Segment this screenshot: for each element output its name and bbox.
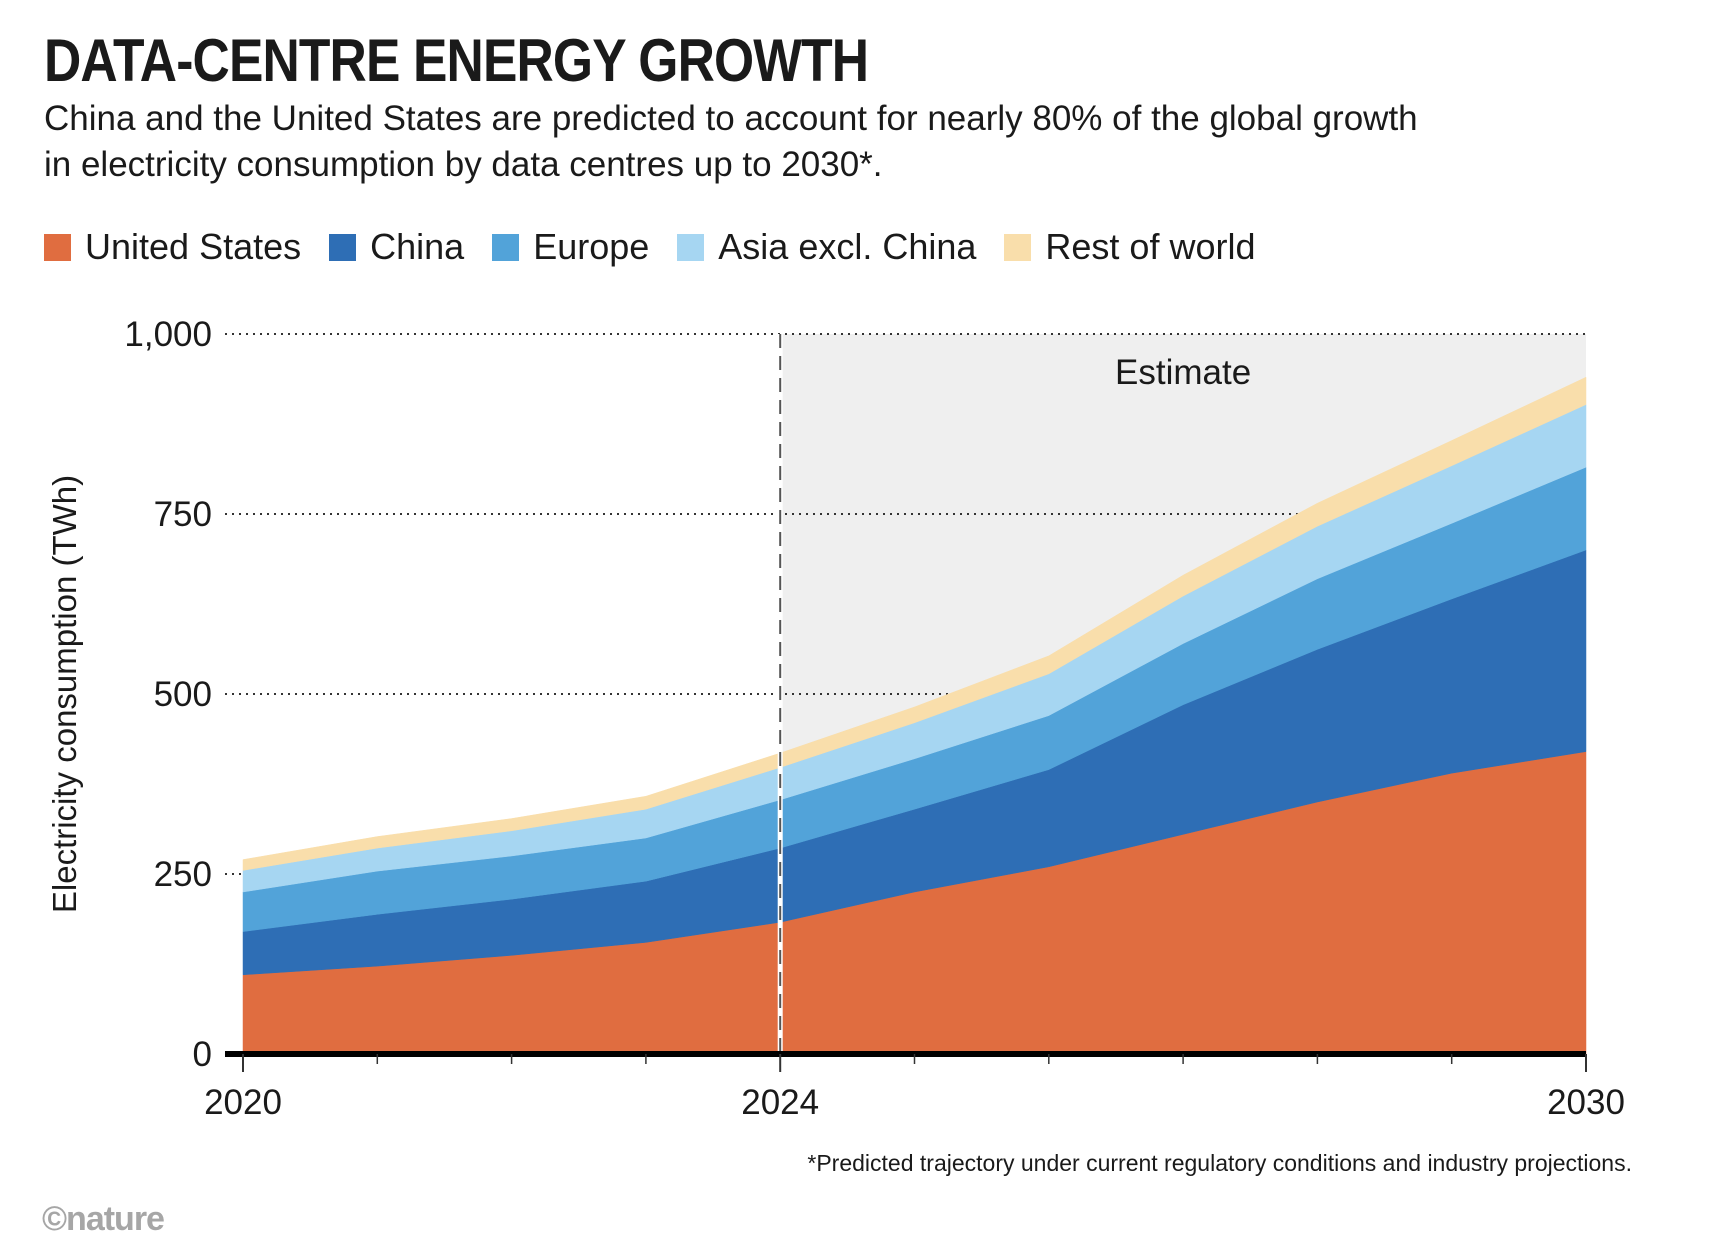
legend-swatch-china	[329, 233, 357, 261]
y-axis-title: Electricity consumption (TWh)	[46, 475, 83, 913]
y-tick-label-1000: 1,000	[124, 315, 212, 354]
y-tick-label-250: 250	[154, 855, 212, 894]
legend-item-europe: Europe	[492, 226, 649, 268]
legend-item-united-states: United States	[44, 226, 301, 268]
x-tick-label-2030: 2030	[1547, 1083, 1625, 1122]
area-rest-of-world	[242, 376, 1587, 871]
nature-logo: ©nature	[42, 1200, 165, 1238]
legend-label-asia-excl-china: Asia excl. China	[718, 226, 977, 267]
legend-swatch-europe	[492, 233, 520, 261]
estimate-label: Estimate	[1115, 353, 1251, 392]
legend: United States China Europe Asia excl. Ch…	[44, 224, 1283, 270]
legend-item-china: China	[329, 226, 464, 268]
x-tick-label-2020: 2020	[204, 1083, 282, 1122]
y-tick-label-750: 750	[154, 495, 212, 534]
legend-swatch-united-states	[44, 233, 71, 261]
legend-item-rest-of-world: Rest of world	[1004, 226, 1255, 268]
footnote: *Predicted trajectory under current regu…	[807, 1150, 1632, 1176]
y-tick-label-0: 0	[193, 1035, 212, 1074]
chart-title: DATA-CENTRE ENERGY GROWTH	[44, 27, 869, 94]
legend-label-united-states: United States	[85, 226, 302, 267]
legend-item-asia-excl-china: Asia excl. China	[677, 226, 976, 268]
legend-swatch-rest-of-world	[1004, 233, 1032, 261]
legend-label-rest-of-world: Rest of world	[1045, 226, 1256, 267]
x-tick-label-2024: 2024	[741, 1083, 819, 1122]
chart-subtitle: China and the United States are predicte…	[44, 99, 1418, 184]
legend-label-europe: Europe	[533, 226, 650, 267]
legend-label-china: China	[370, 226, 465, 267]
y-tick-label-500: 500	[154, 675, 212, 714]
legend-swatch-asia-excl-china	[677, 233, 705, 261]
